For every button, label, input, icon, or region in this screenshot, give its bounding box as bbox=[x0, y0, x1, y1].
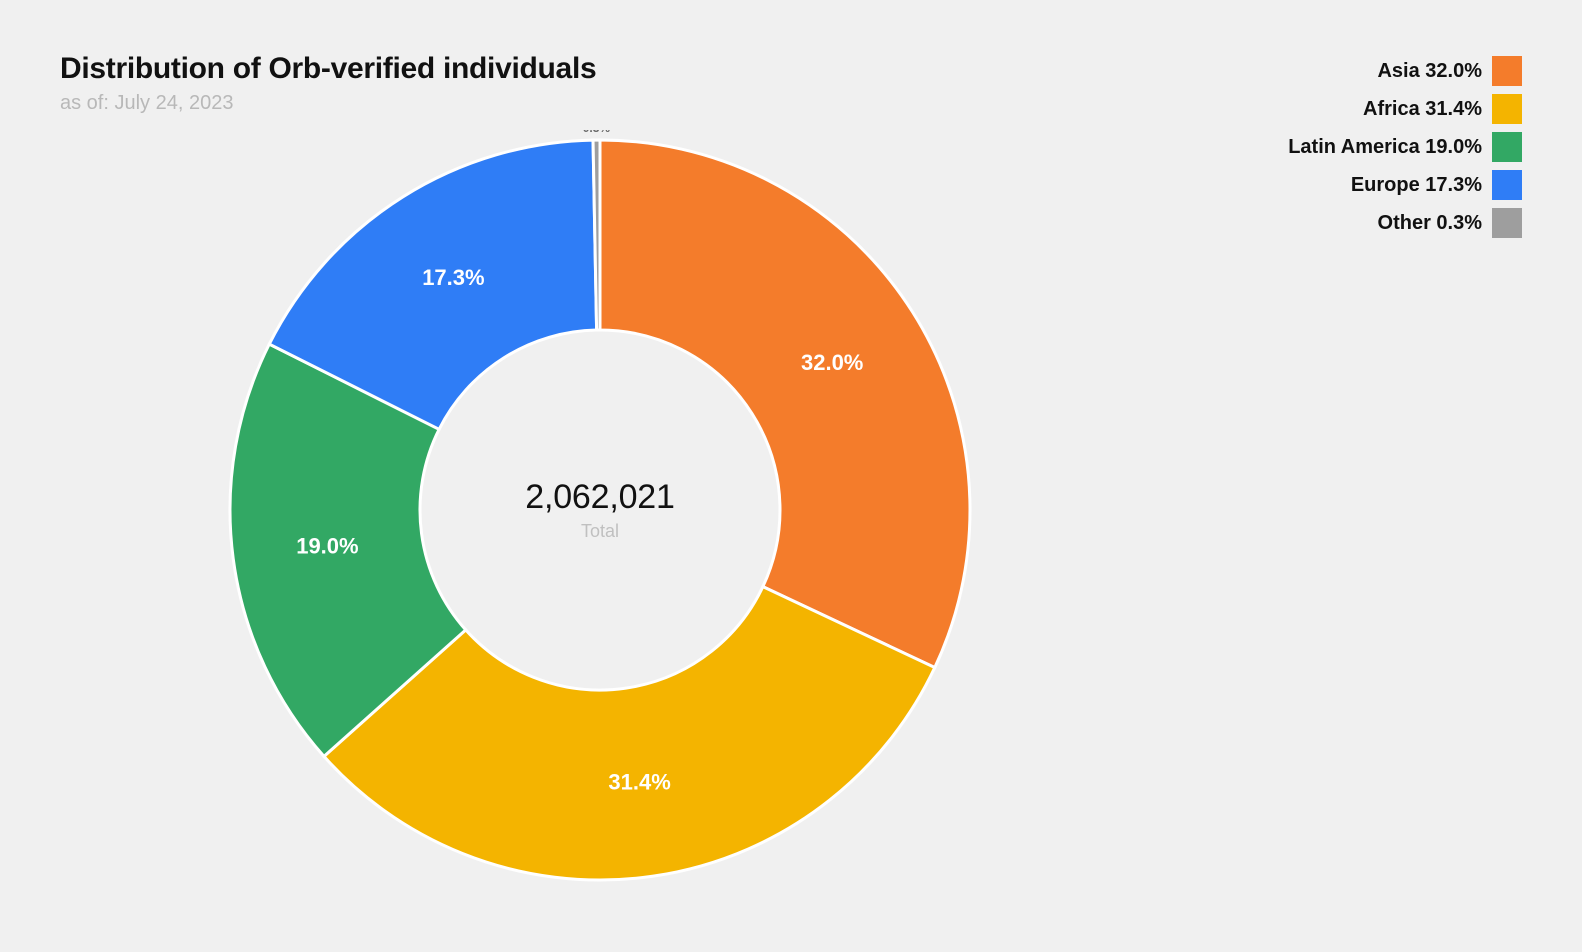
donut-slice-label: 31.4% bbox=[608, 770, 670, 795]
legend-label: Latin America 19.0% bbox=[1288, 136, 1482, 159]
donut-slice-label: 32.0% bbox=[801, 350, 863, 375]
legend-label: Other 0.3% bbox=[1378, 212, 1482, 235]
legend-label: Africa 31.4% bbox=[1363, 98, 1482, 121]
chart-subtitle: as of: July 24, 2023 bbox=[60, 92, 596, 115]
legend-item: Other 0.3% bbox=[1288, 208, 1522, 238]
donut-chart: 32.0%31.4%19.0%17.3%0.3% 2,062,021 Total bbox=[220, 130, 980, 890]
legend-item: Asia 32.0% bbox=[1288, 56, 1522, 86]
legend-label: Europe 17.3% bbox=[1351, 174, 1482, 197]
donut-svg: 32.0% 31.4% 19.0% 17.3% 0.3% bbox=[220, 130, 980, 890]
legend-swatch bbox=[1492, 208, 1522, 238]
legend-swatch bbox=[1492, 170, 1522, 200]
legend: Asia 32.0% Africa 31.4% Latin America 19.0… bbox=[1288, 56, 1522, 238]
chart-title: Distribution of Orb-verified individuals bbox=[60, 52, 596, 86]
legend-swatch bbox=[1492, 94, 1522, 124]
legend-item: Africa 31.4% bbox=[1288, 94, 1522, 124]
legend-label: Asia 32.0% bbox=[1377, 60, 1482, 83]
legend-swatch bbox=[1492, 132, 1522, 162]
donut-slice bbox=[600, 140, 970, 668]
legend-item: Europe 17.3% bbox=[1288, 170, 1522, 200]
donut-slice-label: 0.3% bbox=[583, 130, 611, 135]
donut-slice-label: 19.0% bbox=[296, 534, 358, 559]
legend-swatch bbox=[1492, 56, 1522, 86]
legend-item: Latin America 19.0% bbox=[1288, 132, 1522, 162]
chart-header: Distribution of Orb-verified individuals… bbox=[60, 52, 596, 115]
donut-slice-label: 17.3% bbox=[422, 265, 484, 290]
